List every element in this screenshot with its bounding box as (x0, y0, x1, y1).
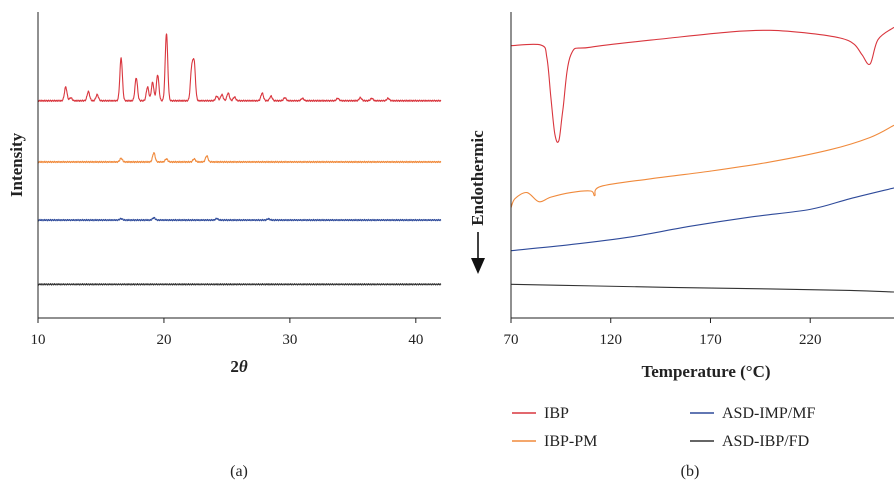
panel-a-traces (37, 33, 442, 286)
panel-b-y-axis-title: Endothermic (468, 130, 487, 226)
panel-b-series-ibp (510, 26, 894, 143)
panel-a-x-tick-label-40: 40 (408, 332, 423, 348)
panel-b-x-tick-label-170: 170 (699, 332, 722, 348)
panel-b-x-tick-label-70: 70 (504, 332, 519, 348)
panel-b-dsc-chart: 70 120 170 220 Endothermic Temperature (°C)… (468, 12, 894, 480)
panel-a-label: (a) (230, 463, 248, 480)
panel-b-series-asd-ibp-fd (510, 283, 894, 293)
panel-a-x-axis-title: 2θ (230, 357, 248, 376)
legend-label-ibp: IBP (544, 405, 569, 422)
panel-b-x-tick-label-120: 120 (599, 332, 622, 348)
panel-b-x-ticks: 70 120 170 220 (504, 318, 822, 348)
legend-item-ibp-pm: IBP-PM (512, 433, 597, 450)
endothermic-arrow-head-icon (471, 258, 485, 274)
panel-a-series-asd-imp-mf (37, 216, 442, 222)
legend-label-asd-ibp-fd: ASD-IBP/FD (722, 433, 809, 450)
legend: IBP ASD-IMP/MF IBP-PM ASD-IBP/FD (512, 405, 815, 450)
panel-a-x-tick-label-30: 30 (282, 332, 297, 348)
legend-item-asd-ibp-fd: ASD-IBP/FD (690, 433, 809, 450)
panel-a-x-ticks: 10 20 30 40 (31, 318, 423, 348)
panel-a-x-tick-label-20: 20 (156, 332, 171, 348)
panel-a-y-axis-title: Intensity (7, 132, 26, 197)
panel-b-series-asd-imp-mf (510, 187, 894, 252)
panel-b-label: (b) (681, 463, 700, 480)
legend-label-asd-imp-mf: ASD-IMP/MF (722, 405, 815, 422)
panel-a-series-asd-ibp-fd (37, 283, 442, 286)
panel-a-series-ibp (37, 33, 442, 103)
panel-b-series-ibp-pm (510, 124, 894, 209)
panel-b-x-tick-label-220: 220 (799, 332, 822, 348)
panel-a-series-ibp-pm (37, 151, 442, 164)
legend-item-ibp: IBP (512, 405, 569, 422)
panel-b-traces (510, 26, 894, 293)
legend-item-asd-imp-mf: ASD-IMP/MF (690, 405, 815, 422)
panel-b-x-axis-title: Temperature (°C) (641, 362, 770, 381)
panel-a-x-tick-label-10: 10 (31, 332, 46, 348)
legend-label-ibp-pm: IBP-PM (544, 433, 597, 450)
panel-a-xrd-chart: 10 20 30 40 Intensity 2θ (a) (7, 12, 442, 480)
